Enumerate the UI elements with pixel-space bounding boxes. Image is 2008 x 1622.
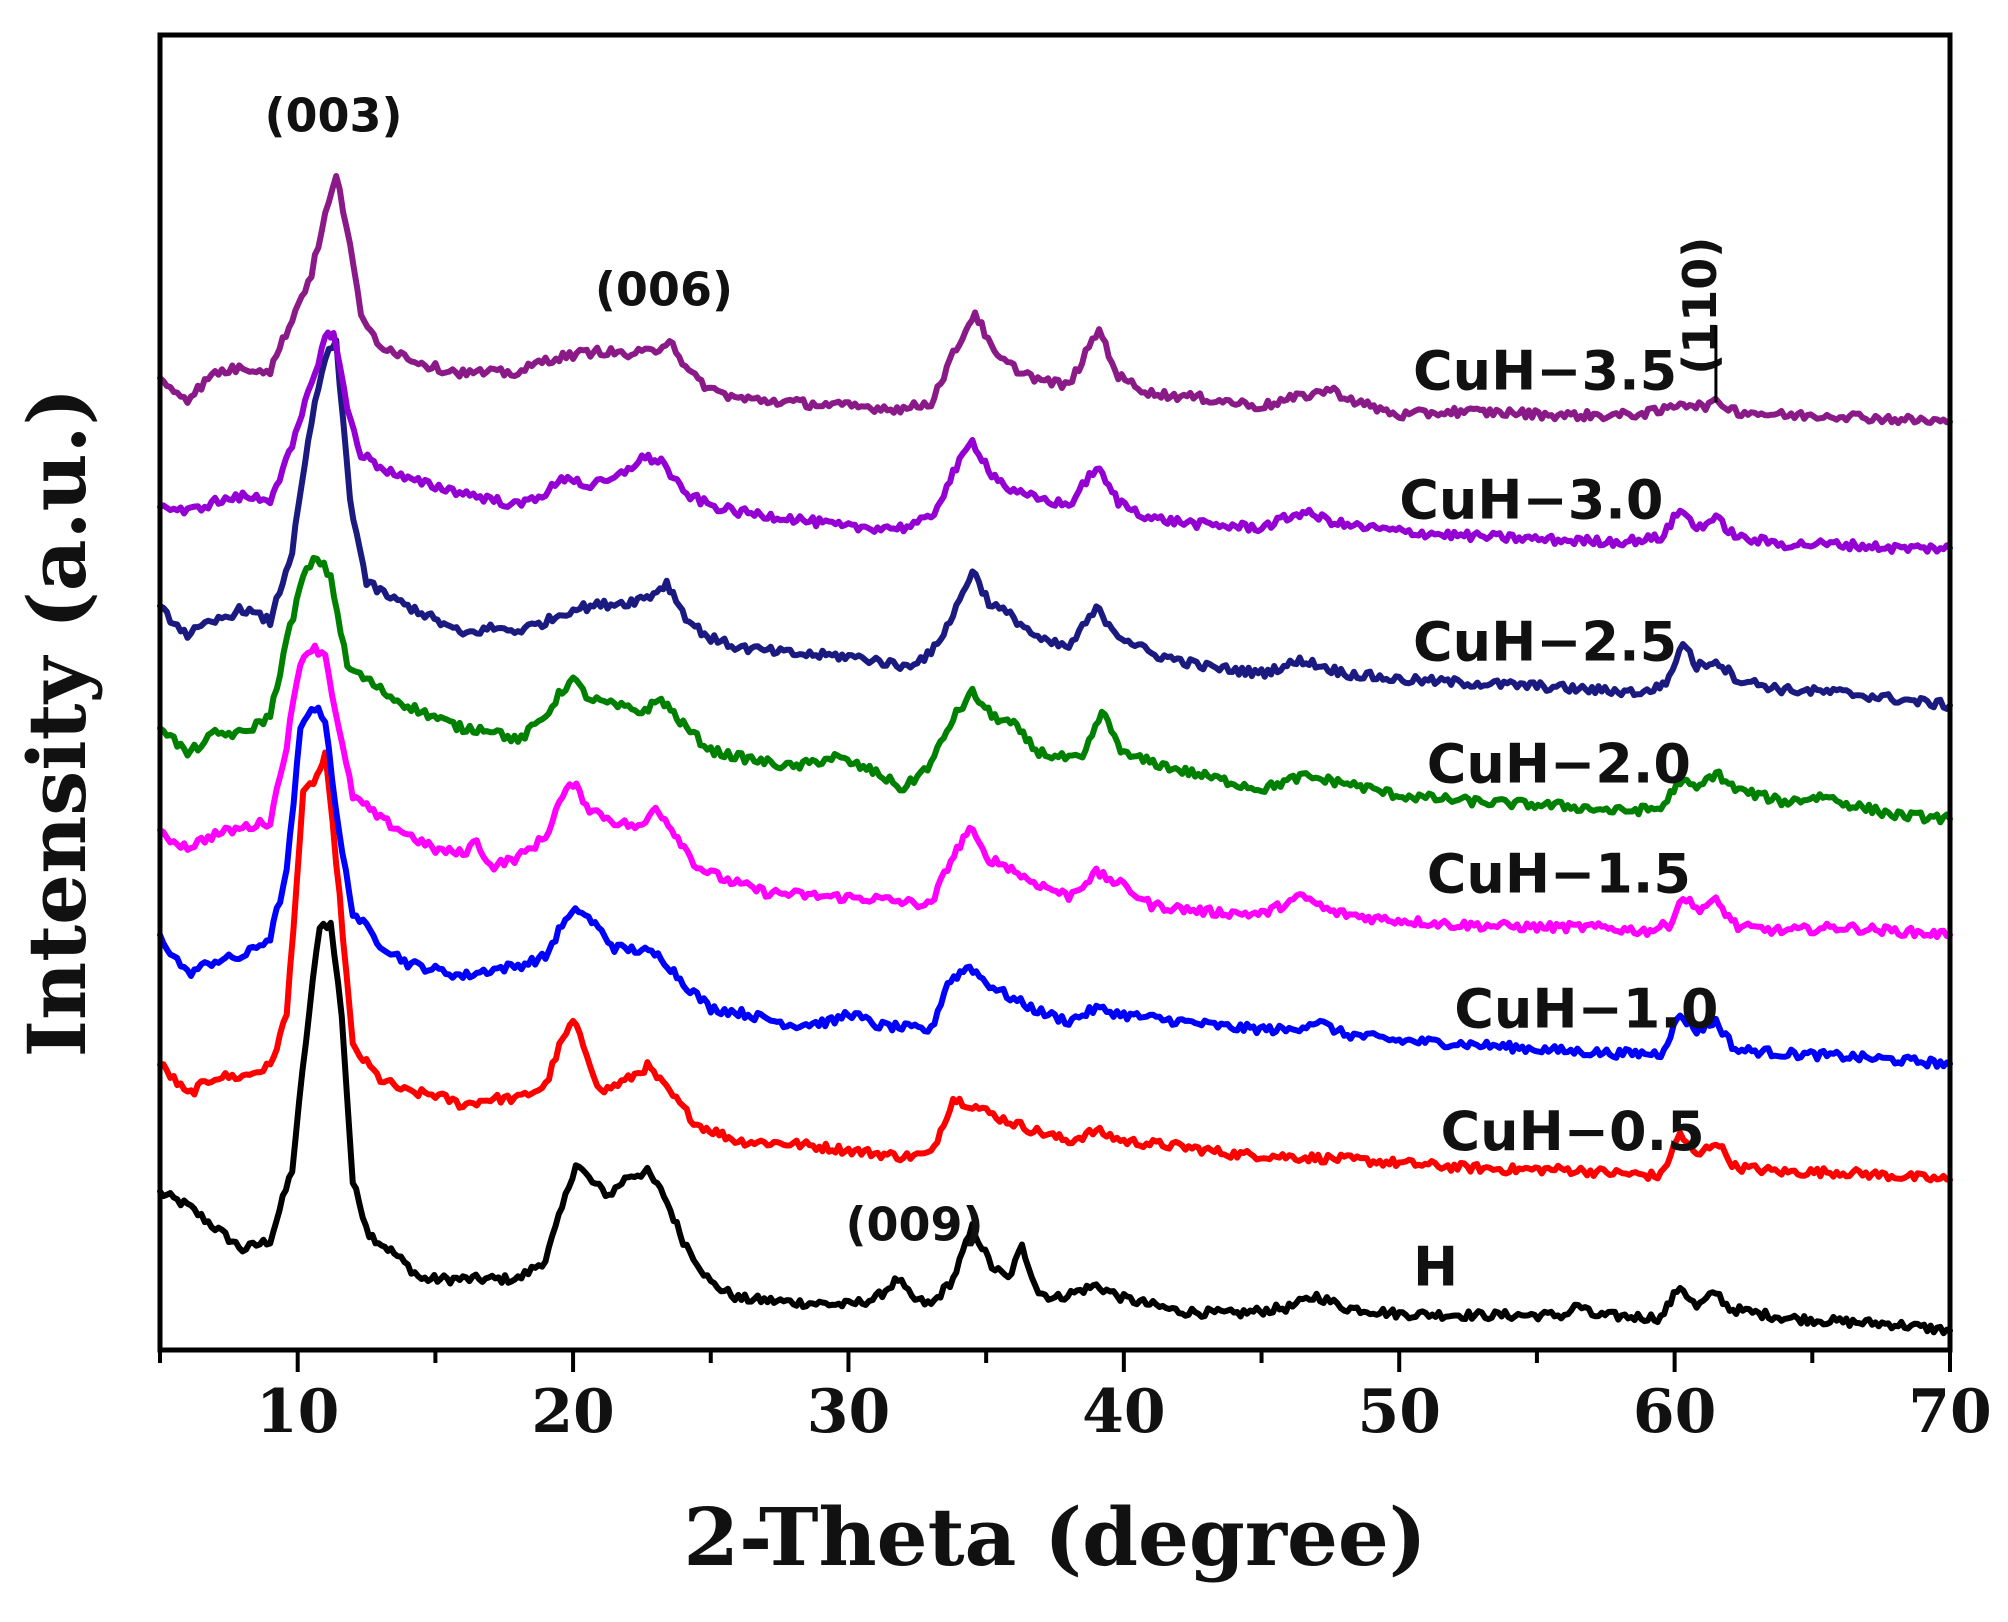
series-line-cuh-2-5 [157,337,1953,712]
series-label-cuh-1-5: CuH−1.5 [1427,842,1691,905]
series-line-cuh-1-5 [157,642,1953,941]
x-tick-label: 40 [1082,1377,1166,1447]
series-label-cuh-2-0: CuH−2.0 [1427,733,1691,796]
plot-frame [157,32,1953,1353]
x-axis-title: 2-Theta (degree) [683,1490,1426,1584]
series-label-cuh-3-0: CuH−3.0 [1399,468,1663,531]
series-label-h: H [1413,1236,1458,1299]
x-tick-label: 60 [1633,1377,1717,1447]
x-tick-label: 70 [1908,1377,1992,1447]
annotation-layer: (003) (006) (009) (110) [264,89,1726,1252]
x-tick-label: 10 [256,1377,340,1447]
series-line-cuh-1-0 [157,704,1953,1070]
peak-label-003: (003) [264,89,402,143]
x-tick-label: 50 [1357,1377,1441,1447]
series-label-cuh-2-5: CuH−2.5 [1413,610,1677,673]
series-line-cuh-2-0 [157,554,1953,826]
series-label-cuh-1-0: CuH−1.0 [1454,978,1718,1041]
series-line-h [157,919,1953,1337]
label-layer: H CuH−0.5 CuH−1.0 CuH−1.5 CuH−2.0 CuH−2.5 CuH−… [1399,340,1718,1299]
peak-label-006: (006) [595,263,733,317]
x-tick-label: 30 [807,1377,891,1447]
tick-layer: 10 20 30 40 50 60 70 [158,1350,1992,1447]
series-label-cuh-3-5: CuH−3.5 [1413,340,1677,403]
series-line-cuh-3-0 [157,329,1953,555]
series-line-cuh-3-5 [157,173,1953,427]
x-tick-label: 20 [531,1377,615,1447]
series-line-cuh-0-5 [157,749,1953,1184]
peak-label-009: (009) [846,1197,984,1251]
series-label-cuh-0-5: CuH−0.5 [1441,1100,1705,1163]
y-axis-title: Intensity (a.u.) [10,388,104,1058]
peak-label-110: (110) [1673,237,1727,375]
series-layer [157,173,1953,1337]
